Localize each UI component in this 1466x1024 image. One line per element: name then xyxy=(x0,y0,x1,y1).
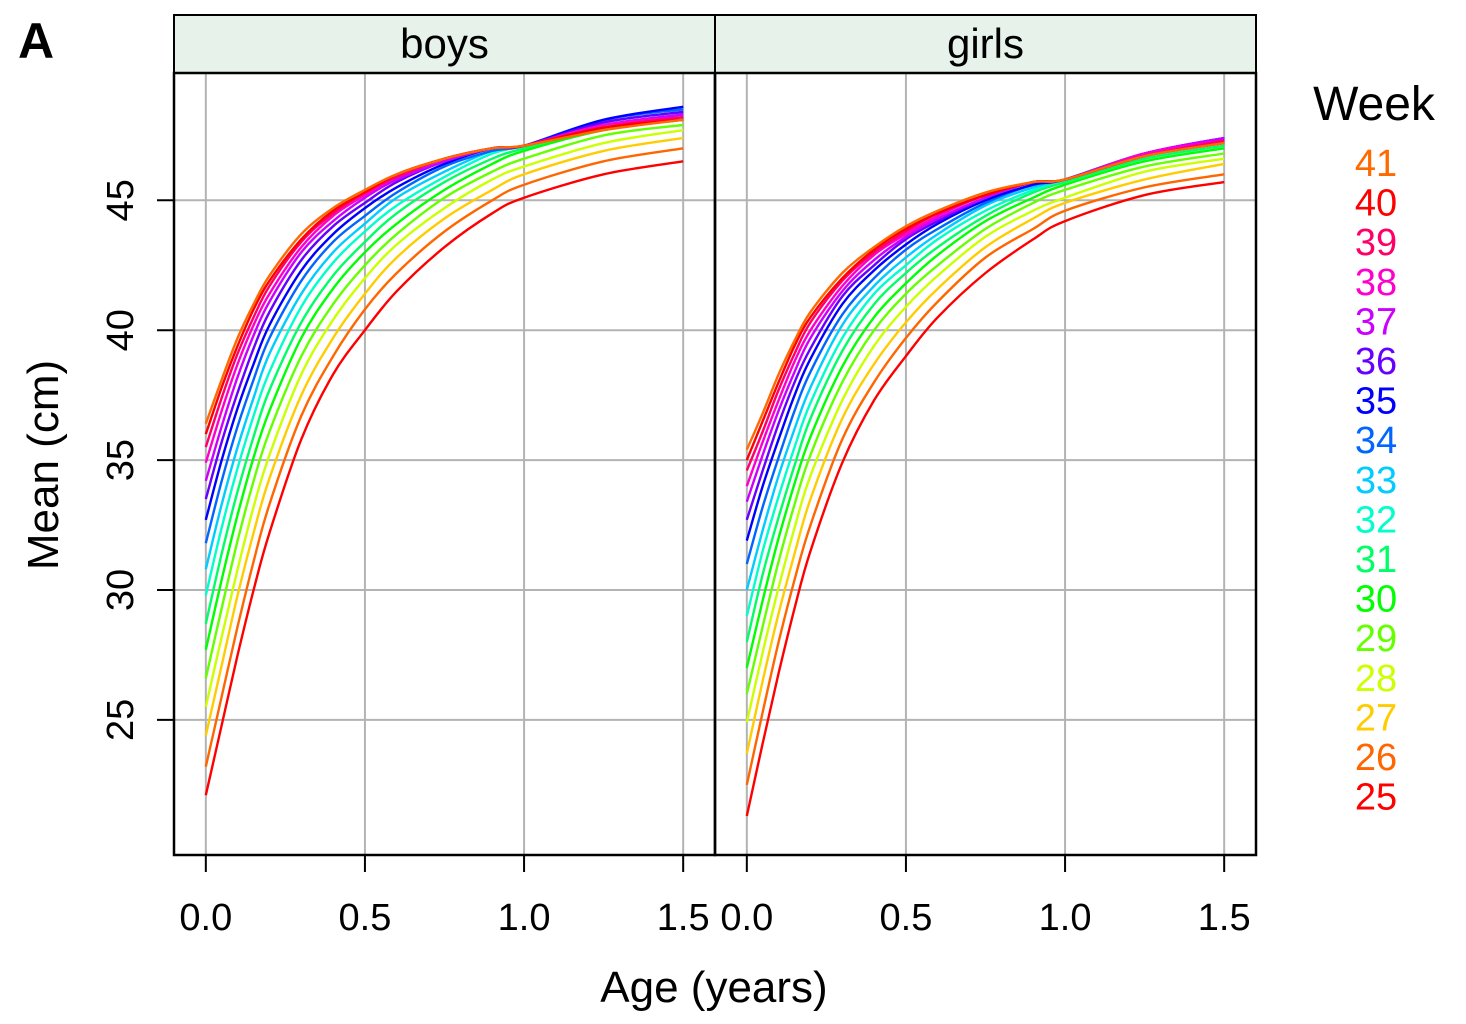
x-tick-label: 0.5 xyxy=(880,897,933,939)
x-tick-label: 0.5 xyxy=(339,897,392,939)
x-tick-label: 0.0 xyxy=(720,897,773,939)
series-line-week-27 xyxy=(204,136,684,736)
series-line-week-28 xyxy=(745,157,1225,723)
y-tick-label: 35 xyxy=(100,439,142,481)
x-axis-label: Age (years) xyxy=(600,963,827,1012)
series-line-week-27 xyxy=(745,162,1225,754)
legend-entry-week-31: 31 xyxy=(1355,539,1397,581)
panel-boys: boys 0.0 0.5 1.0 1.5 25 30 35 40 45 xyxy=(100,14,717,939)
y-axis-label: Mean (cm) xyxy=(19,360,68,570)
series-line-week-41 xyxy=(204,118,684,425)
series-line-week-26 xyxy=(204,147,684,767)
strip-boys xyxy=(173,14,716,74)
y-tick-label: 25 xyxy=(100,699,142,741)
series-line-week-33 xyxy=(204,110,684,570)
x-tick-label: 1.0 xyxy=(498,897,551,939)
series-group-boys xyxy=(204,105,684,796)
legend-entry-week-36: 36 xyxy=(1355,341,1397,383)
legend-entry-week-29: 29 xyxy=(1355,618,1397,660)
legend-entry-week-30: 30 xyxy=(1355,579,1397,621)
series-line-week-25 xyxy=(204,160,684,796)
strip-label-girls: girls xyxy=(947,20,1024,67)
legend-title: Week xyxy=(1313,78,1436,131)
strip-label-boys: boys xyxy=(400,20,489,67)
series-line-week-30 xyxy=(745,147,1225,669)
legend-entry-week-38: 38 xyxy=(1355,262,1397,304)
x-tick-label: 1.0 xyxy=(1039,897,1092,939)
legend-entry-week-41: 41 xyxy=(1355,143,1397,185)
legend-entry-week-35: 35 xyxy=(1355,381,1397,423)
legend-entry-week-26: 26 xyxy=(1355,737,1397,779)
series-line-week-32 xyxy=(204,113,684,596)
legend-entry-week-27: 27 xyxy=(1355,697,1397,739)
series-line-week-36 xyxy=(204,110,684,500)
x-tick-label: 1.5 xyxy=(1198,897,1251,939)
series-line-week-31 xyxy=(745,144,1225,643)
series-line-week-25 xyxy=(745,180,1225,817)
legend-entry-week-34: 34 xyxy=(1355,420,1397,462)
legend-entry-week-32: 32 xyxy=(1355,499,1397,541)
y-tick-label: 45 xyxy=(100,179,142,221)
series-line-week-29 xyxy=(204,123,684,679)
legend-entry-week-39: 39 xyxy=(1355,222,1397,264)
y-tick-label: 40 xyxy=(100,309,142,351)
panels-layer: boys 0.0 0.5 1.0 1.5 25 30 35 40 45 girls 0.0 0.5 1.0… xyxy=(100,14,1258,939)
x-tick-label: 0.0 xyxy=(179,897,232,939)
plot-frame-girls xyxy=(713,71,1258,857)
series-line-week-33 xyxy=(745,139,1225,591)
series-line-week-30 xyxy=(204,118,684,651)
legend-entry-week-40: 40 xyxy=(1355,183,1397,225)
legend-entry-week-37: 37 xyxy=(1355,301,1397,343)
y-tick-label: 30 xyxy=(100,569,142,611)
series-line-week-26 xyxy=(745,173,1225,786)
series-line-week-41 xyxy=(745,141,1225,451)
series-group-girls xyxy=(745,136,1225,817)
series-line-week-29 xyxy=(745,152,1225,695)
panel-girls: girls 0.0 0.5 1.0 1.5 xyxy=(713,14,1258,939)
legend-entry-week-28: 28 xyxy=(1355,658,1397,700)
legend-entry-week-33: 33 xyxy=(1355,460,1397,502)
legend-entry-week-25: 25 xyxy=(1355,777,1397,819)
x-tick-label: 1.5 xyxy=(657,897,710,939)
series-line-week-32 xyxy=(745,141,1225,617)
panel-label: A xyxy=(18,13,54,69)
series-line-week-28 xyxy=(204,129,684,708)
series-line-week-31 xyxy=(204,116,684,625)
